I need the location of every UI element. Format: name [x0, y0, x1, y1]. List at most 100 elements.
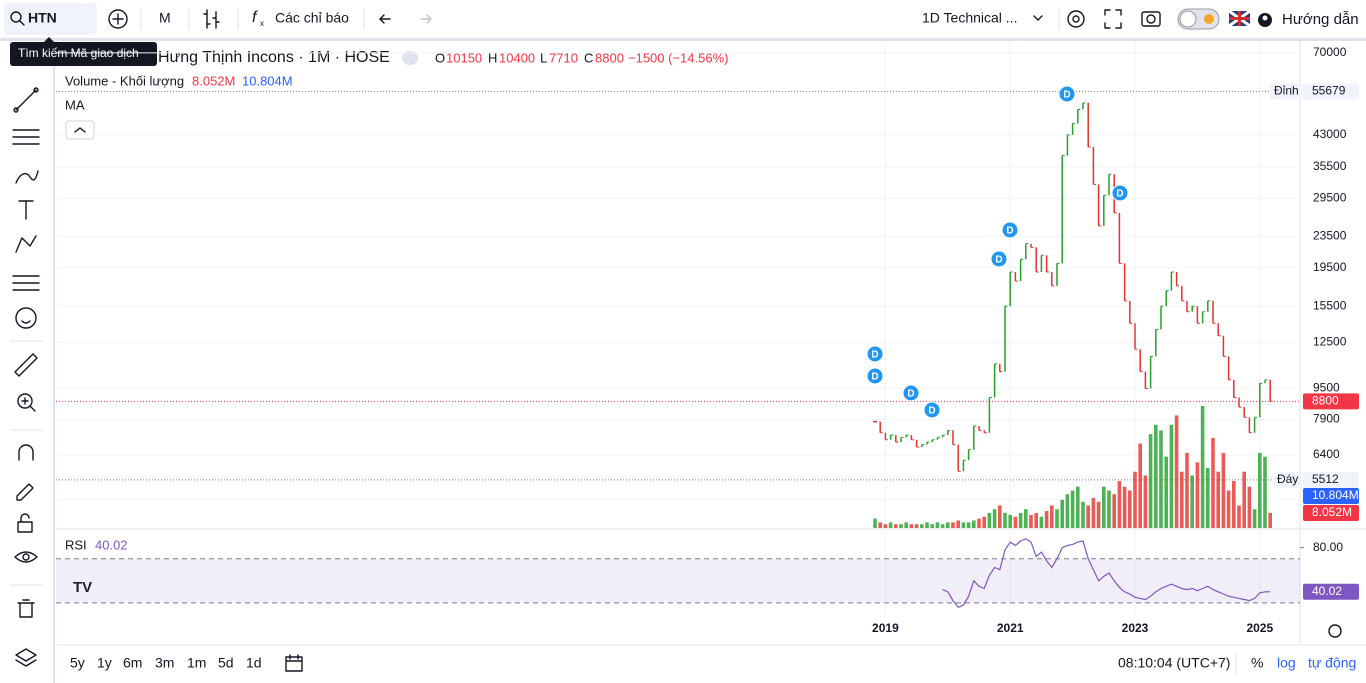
dividend-marker[interactable] — [1111, 184, 1129, 202]
rsi-label: RSI — [65, 537, 87, 552]
date-range[interactable] — [285, 654, 303, 672]
lock-tool[interactable] — [17, 521, 33, 533]
period-button[interactable]: 1m — [187, 655, 206, 671]
delete-tool[interactable] — [17, 599, 35, 618]
dividend-marker[interactable] — [1001, 221, 1019, 239]
search-box[interactable] — [4, 3, 97, 35]
dividend-marker[interactable] — [923, 401, 941, 419]
dividend-label: D — [1116, 189, 1123, 200]
y-tick-label: 23500 — [1313, 228, 1347, 242]
prediction-tool[interactable] — [12, 275, 40, 291]
ma-label: MA — [65, 97, 85, 112]
zoom-tool[interactable] — [17, 393, 33, 409]
volume-bar — [1133, 471, 1137, 528]
emoji-tool[interactable] — [15, 307, 37, 329]
period-button[interactable]: 3m — [155, 655, 174, 671]
help[interactable]: Hướng dẫn — [1282, 11, 1359, 28]
dividend-marker[interactable] — [866, 345, 884, 363]
high-text: 55679 — [1312, 84, 1346, 98]
close-label: C — [584, 50, 593, 65]
fx-icon[interactable]: f — [252, 9, 258, 26]
add-symbol[interactable] — [108, 9, 128, 29]
volume-bar — [1221, 452, 1226, 528]
trend-line-tool[interactable] — [15, 89, 37, 111]
collapse-button[interactable] — [65, 120, 95, 140]
low-value: 7710 — [549, 50, 578, 65]
volume-bar — [1169, 424, 1174, 528]
volume-bar — [1122, 486, 1127, 528]
volume-ma-badge — [1303, 488, 1359, 504]
redo[interactable] — [420, 14, 432, 24]
dividend-marker[interactable] — [902, 384, 920, 402]
period-button[interactable]: 1y — [97, 655, 112, 671]
period-button[interactable]: 6m — [123, 655, 142, 671]
lock-draw-tool[interactable] — [16, 483, 34, 501]
user-icon — [1262, 15, 1268, 21]
volume-bar — [904, 522, 908, 528]
dividend-marker[interactable] — [990, 250, 1008, 268]
volume-text: 8.052M — [1312, 505, 1352, 519]
volume-bar — [1258, 452, 1262, 528]
period-button[interactable]: 5y — [70, 655, 85, 671]
volume-bar — [1013, 516, 1018, 528]
volume-bar — [1044, 511, 1049, 528]
volume-bar — [1076, 486, 1080, 528]
layout-chevron — [1033, 15, 1043, 21]
tool-dot — [13, 107, 19, 113]
magnet-tool[interactable] — [18, 444, 34, 461]
volume-bar — [1091, 497, 1096, 528]
snapshot[interactable] — [1141, 11, 1161, 27]
volume-bar — [1008, 514, 1012, 528]
volume-bar — [992, 509, 997, 528]
high-label: H — [488, 50, 497, 65]
volume-bar — [1102, 486, 1106, 528]
dividend-marker[interactable] — [1058, 85, 1076, 103]
layout-name[interactable]: 1D Technical ... — [922, 10, 1017, 26]
lock-icon — [20, 513, 30, 523]
fullscreen[interactable] — [1104, 9, 1122, 29]
indicators[interactable]: Các chỉ báo — [275, 10, 349, 26]
volume-bar — [987, 512, 992, 528]
visibility-icon — [22, 553, 30, 561]
volume-bar — [1232, 481, 1236, 528]
visibility-tool[interactable] — [14, 551, 38, 563]
volume-badge — [1303, 505, 1359, 521]
period-button[interactable]: 5d — [218, 655, 234, 671]
search-icon — [10, 11, 22, 23]
volume-bar — [940, 524, 945, 528]
change: −1500 (−14.56%) — [628, 50, 728, 65]
dividend-marker[interactable] — [866, 367, 884, 385]
settings[interactable] — [1067, 10, 1085, 28]
undo[interactable] — [379, 14, 391, 24]
ruler-tool[interactable] — [14, 353, 38, 377]
text-tool[interactable] — [18, 200, 34, 220]
dividend-label: D — [871, 372, 878, 383]
tooltip — [10, 42, 157, 66]
volume-bar — [1180, 471, 1184, 528]
volume-bar — [1107, 490, 1111, 528]
symbol[interactable]: HTN — [28, 10, 57, 26]
open-value: 10150 — [446, 50, 482, 65]
x-tick-label: 2021 — [997, 621, 1024, 635]
volume-bar — [1159, 430, 1163, 528]
dividend-label: D — [1006, 226, 1013, 237]
fib-tool[interactable] — [12, 129, 40, 145]
percent-toggle[interactable]: % — [1251, 655, 1263, 671]
pattern-tool[interactable] — [15, 235, 37, 253]
chart-type[interactable] — [203, 9, 220, 29]
volume-bar — [1263, 456, 1267, 528]
period-button[interactable]: 1d — [246, 655, 262, 671]
volume-ma-value: 10.804M — [242, 73, 293, 88]
tooltip-arrow — [44, 37, 54, 42]
brush-tool[interactable] — [15, 170, 39, 184]
volume-bar — [1268, 512, 1272, 528]
interval[interactable]: M — [159, 10, 171, 26]
top-border — [0, 38, 1366, 41]
rsi-line — [942, 538, 1271, 609]
object-tree[interactable] — [15, 648, 37, 667]
rsi-band — [56, 558, 1300, 603]
volume-bar — [1055, 509, 1059, 528]
log-toggle[interactable]: log — [1277, 655, 1296, 671]
auto-toggle[interactable]: tự động — [1308, 655, 1356, 671]
